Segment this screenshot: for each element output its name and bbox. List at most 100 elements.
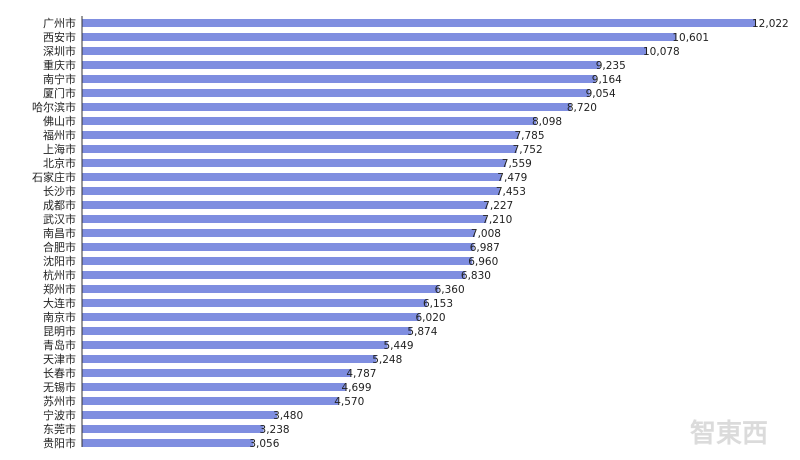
category-label: 贵阳市 [43, 436, 76, 450]
value-label: 7,453 [496, 186, 526, 198]
category-label: 苏州市 [43, 394, 76, 408]
bars-layer [82, 19, 756, 447]
category-label: 石家庄市 [32, 170, 76, 184]
bar [82, 47, 648, 55]
value-label: 7,227 [483, 200, 513, 212]
watermark-text: 智東西 [690, 419, 768, 449]
category-label: 杭州市 [43, 268, 76, 282]
bar [82, 369, 351, 377]
value-label: 9,164 [592, 74, 622, 86]
category-label: 广州市 [43, 16, 76, 30]
bar [82, 229, 475, 237]
bar [82, 131, 519, 139]
value-label: 3,480 [273, 410, 303, 422]
category-label: 无锡市 [43, 380, 76, 394]
bar [82, 243, 474, 251]
value-label: 5,449 [383, 340, 413, 352]
bar [82, 313, 420, 321]
bar [82, 411, 278, 419]
category-label: 青岛市 [43, 338, 76, 352]
bar [82, 103, 571, 111]
category-label: 深圳市 [43, 44, 76, 58]
value-label: 7,479 [497, 172, 527, 184]
category-label: 成都市 [43, 198, 76, 212]
bar [82, 19, 756, 27]
bar [82, 383, 346, 391]
value-labels: 12,022 10,601 10,078 9,235 9,164 9,054 8,720 8,… [249, 18, 788, 450]
value-label: 6,360 [435, 284, 465, 296]
value-label: 4,787 [346, 368, 376, 380]
category-label: 天津市 [43, 352, 76, 366]
category-label: 上海市 [43, 142, 76, 156]
bar [82, 355, 377, 363]
category-labels: 广州市西安市深圳市重庆市南宁市厦门市哈尔滨市佛山市福州市上海市北京市石家庄市长沙… [32, 16, 76, 450]
value-label: 12,022 [752, 18, 789, 30]
category-label: 哈尔滨市 [32, 100, 76, 114]
bar [82, 425, 264, 433]
value-label: 4,699 [341, 382, 371, 394]
category-label: 沈阳市 [43, 254, 76, 268]
bar [82, 271, 465, 279]
category-label: 合肥市 [43, 240, 76, 254]
value-label: 6,960 [468, 256, 498, 268]
category-label: 佛山市 [43, 114, 76, 128]
bar [82, 75, 596, 83]
category-label: 郑州市 [43, 282, 76, 296]
bar [82, 117, 537, 125]
category-label: 北京市 [43, 156, 76, 170]
category-label: 长沙市 [43, 184, 76, 198]
value-label: 9,054 [586, 88, 616, 100]
category-label: 西安市 [43, 30, 76, 44]
category-label: 武汉市 [43, 212, 76, 226]
bar [82, 145, 517, 153]
bar [82, 201, 488, 209]
value-label: 6,987 [470, 242, 500, 254]
value-label: 7,752 [513, 144, 543, 156]
bar [82, 341, 388, 349]
value-label: 6,153 [423, 298, 453, 310]
bar [82, 397, 339, 405]
category-label: 厦门市 [43, 86, 76, 100]
category-label: 昆明市 [43, 324, 76, 338]
bar [82, 187, 500, 195]
bar [82, 215, 487, 223]
value-label: 7,008 [471, 228, 501, 240]
bar [82, 257, 473, 265]
category-label: 福州市 [43, 128, 76, 142]
category-label: 大连市 [43, 296, 76, 310]
category-label: 宁波市 [43, 408, 76, 422]
bar [82, 89, 590, 97]
value-label: 7,785 [514, 130, 544, 142]
category-label: 南京市 [43, 310, 76, 324]
value-label: 3,238 [260, 424, 290, 436]
value-label: 7,559 [502, 158, 532, 170]
value-label: 10,078 [643, 46, 680, 58]
category-label: 长春市 [43, 366, 76, 380]
bar [82, 299, 427, 307]
bar [82, 173, 502, 181]
bar [82, 61, 600, 69]
category-label: 重庆市 [43, 58, 76, 72]
bar [82, 159, 506, 167]
value-label: 5,248 [372, 354, 402, 366]
category-label: 南昌市 [43, 226, 76, 240]
value-label: 10,601 [672, 32, 709, 44]
value-label: 4,570 [334, 396, 364, 408]
value-label: 7,210 [482, 214, 512, 226]
bar [82, 285, 439, 293]
bar [82, 439, 254, 447]
value-label: 3,056 [249, 438, 279, 450]
category-label: 南宁市 [43, 72, 76, 86]
value-label: 5,874 [407, 326, 437, 338]
category-label: 东莞市 [43, 422, 76, 436]
bar [82, 33, 677, 41]
value-label: 8,720 [567, 102, 597, 114]
value-label: 8,098 [532, 116, 562, 128]
value-label: 6,830 [461, 270, 491, 282]
value-label: 6,020 [416, 312, 446, 324]
watermark-logo: 智東西 [690, 419, 768, 449]
bar [82, 327, 412, 335]
value-label: 9,235 [596, 60, 626, 72]
